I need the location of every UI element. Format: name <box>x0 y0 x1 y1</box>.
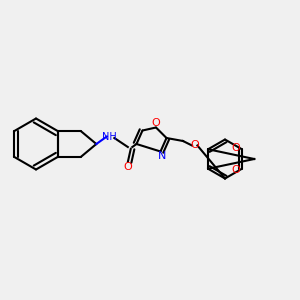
Text: N: N <box>158 151 166 161</box>
Text: O: O <box>231 165 240 175</box>
Text: NH: NH <box>103 131 117 142</box>
Text: O: O <box>124 161 132 172</box>
Text: O: O <box>231 143 240 153</box>
Text: O: O <box>152 118 160 128</box>
Text: O: O <box>190 140 200 151</box>
